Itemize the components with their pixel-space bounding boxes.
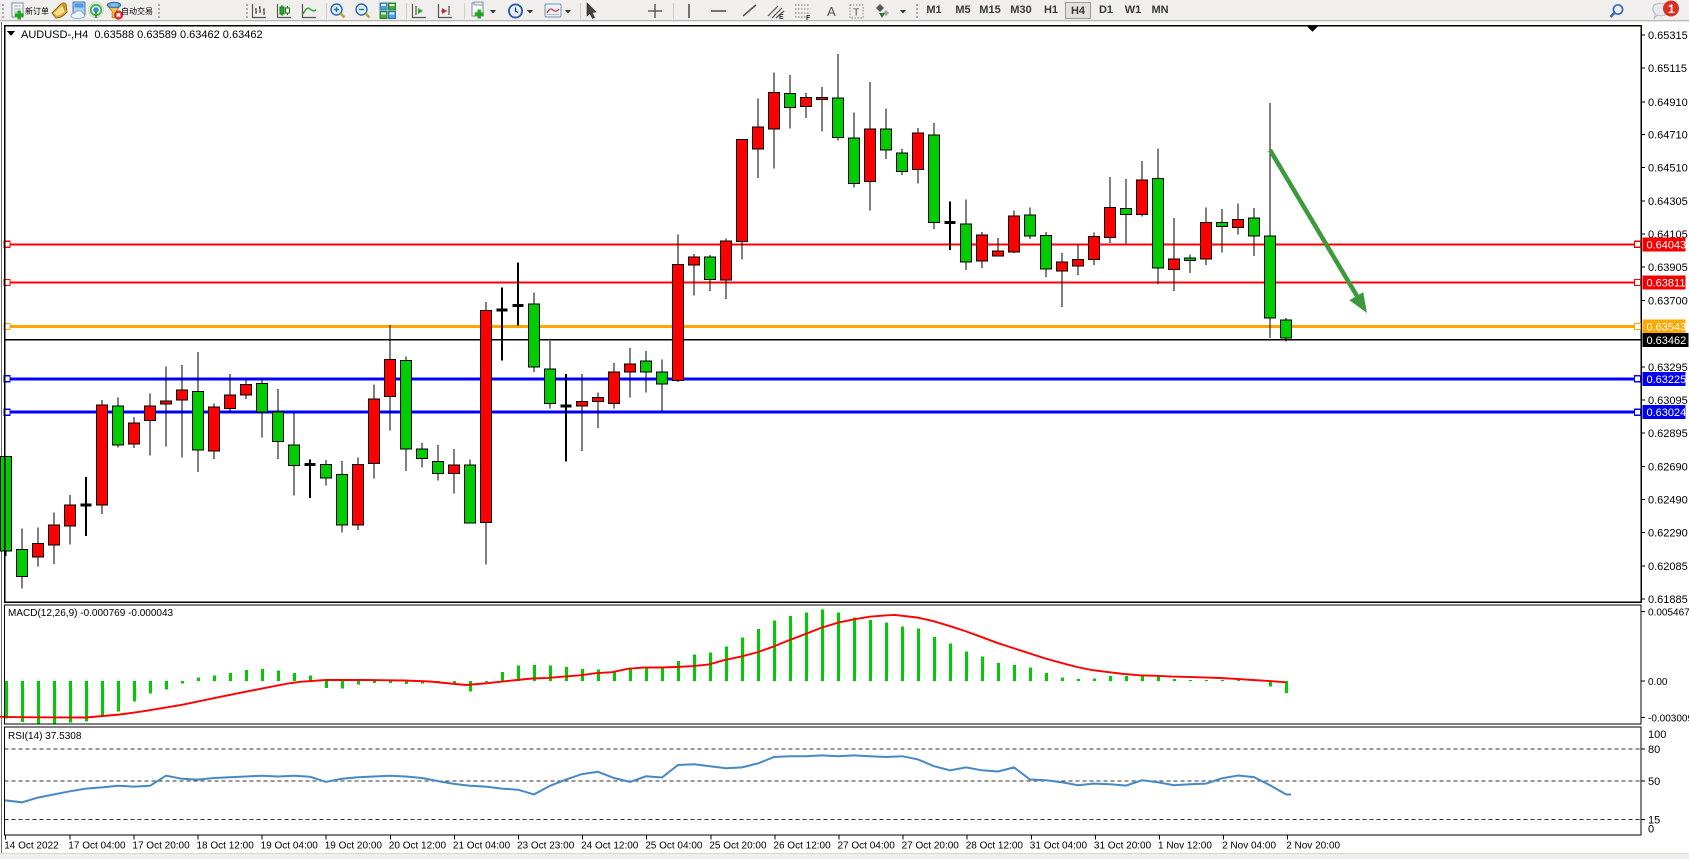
svg-text:80: 80	[1648, 744, 1660, 756]
svg-text:14 Oct 2022: 14 Oct 2022	[4, 841, 59, 852]
svg-text:0.63700: 0.63700	[1648, 296, 1688, 308]
svg-text:0.63905: 0.63905	[1648, 262, 1688, 274]
svg-text:0.62290: 0.62290	[1648, 527, 1688, 539]
svg-text:0.61885: 0.61885	[1648, 594, 1688, 606]
svg-text:0.005467: 0.005467	[1648, 608, 1689, 619]
svg-text:A: A	[827, 4, 836, 19]
svg-text:100: 100	[1648, 729, 1666, 741]
svg-text:0.63095: 0.63095	[1648, 395, 1688, 407]
svg-text:25 Oct 20:00: 25 Oct 20:00	[709, 841, 767, 852]
svg-text:E: E	[779, 14, 784, 21]
svg-text:0.00: 0.00	[1648, 677, 1668, 688]
svg-text:31 Oct 04:00: 31 Oct 04:00	[1030, 841, 1088, 852]
svg-text:0.63811: 0.63811	[1647, 278, 1686, 290]
svg-text:0.63024: 0.63024	[1647, 407, 1687, 419]
svg-text:28 Oct 12:00: 28 Oct 12:00	[966, 841, 1024, 852]
svg-text:19 Oct 04:00: 19 Oct 04:00	[261, 841, 319, 852]
svg-text:15: 15	[1648, 815, 1660, 827]
svg-text:0.62085: 0.62085	[1648, 561, 1688, 573]
svg-text:27 Oct 20:00: 27 Oct 20:00	[902, 841, 960, 852]
svg-text:1 Nov 12:00: 1 Nov 12:00	[1158, 841, 1212, 852]
svg-text:17 Oct 04:00: 17 Oct 04:00	[68, 841, 126, 852]
svg-text:20 Oct 12:00: 20 Oct 12:00	[389, 841, 447, 852]
svg-text:17 Oct 20:00: 17 Oct 20:00	[132, 841, 190, 852]
svg-text:F: F	[806, 15, 811, 22]
svg-text:0.62490: 0.62490	[1648, 495, 1688, 507]
svg-text:31 Oct 20:00: 31 Oct 20:00	[1094, 841, 1152, 852]
svg-text:1: 1	[1668, 2, 1675, 16]
svg-text:0: 0	[1648, 824, 1654, 836]
svg-text:-0.003009: -0.003009	[1648, 714, 1689, 725]
svg-text:0.64510: 0.64510	[1648, 163, 1688, 175]
svg-text:0.64910: 0.64910	[1648, 97, 1688, 109]
svg-text:0.64043: 0.64043	[1647, 239, 1687, 251]
svg-text:0.63295: 0.63295	[1648, 362, 1688, 374]
svg-text:0.62690: 0.62690	[1648, 462, 1688, 474]
svg-text:23 Oct 23:00: 23 Oct 23:00	[517, 841, 575, 852]
svg-text:MACD(12,26,9) -0.000769 -0.000: MACD(12,26,9) -0.000769 -0.000043	[8, 608, 174, 619]
svg-text:T: T	[853, 7, 860, 19]
svg-text:0.64710: 0.64710	[1648, 130, 1688, 142]
svg-text:AUDUSD-,H4 0.63588 0.63589 0.: AUDUSD-,H4 0.63588 0.63589 0.63462 0.634…	[21, 29, 263, 41]
svg-text:0.65315: 0.65315	[1648, 30, 1688, 42]
svg-text:0.65115: 0.65115	[1648, 63, 1687, 75]
svg-text:50: 50	[1648, 776, 1660, 788]
svg-text:2 Nov 04:00: 2 Nov 04:00	[1222, 841, 1276, 852]
svg-text:26 Oct 12:00: 26 Oct 12:00	[773, 841, 831, 852]
svg-text:0.64305: 0.64305	[1648, 196, 1688, 208]
svg-text:18 Oct 12:00: 18 Oct 12:00	[197, 841, 255, 852]
svg-text:21 Oct 04:00: 21 Oct 04:00	[453, 841, 511, 852]
svg-text:25 Oct 04:00: 25 Oct 04:00	[645, 841, 703, 852]
svg-text:0.63225: 0.63225	[1647, 374, 1687, 386]
svg-text:0.62895: 0.62895	[1648, 428, 1688, 440]
svg-text:RSI(14) 37.5308: RSI(14) 37.5308	[8, 731, 82, 742]
svg-text:27 Oct 04:00: 27 Oct 04:00	[838, 841, 896, 852]
svg-text:2 Nov 20:00: 2 Nov 20:00	[1286, 841, 1340, 852]
svg-text:0.63543: 0.63543	[1647, 322, 1687, 334]
svg-text:24 Oct 12:00: 24 Oct 12:00	[581, 841, 639, 852]
svg-text:19 Oct 20:00: 19 Oct 20:00	[325, 841, 383, 852]
svg-text:0.63462: 0.63462	[1647, 335, 1687, 347]
